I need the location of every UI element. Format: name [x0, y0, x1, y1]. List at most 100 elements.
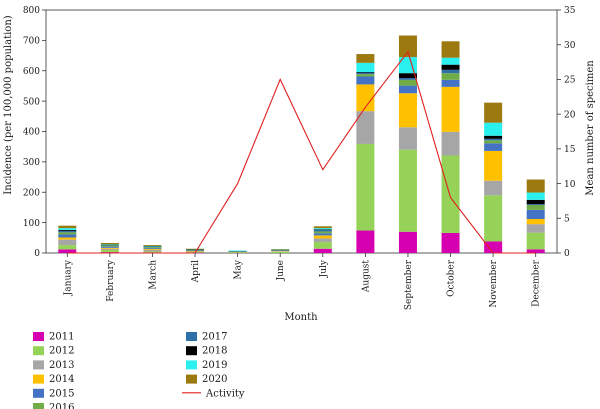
bar-2016-april	[186, 249, 205, 251]
bar-2016-january	[58, 232, 77, 235]
bar-2013-february	[100, 248, 119, 250]
bar-2020-march	[143, 245, 162, 247]
bar-2015-april	[186, 250, 205, 251]
bar-2018-august	[356, 71, 375, 73]
left-tick-label: 600	[23, 67, 40, 77]
bar-2014-june	[271, 250, 290, 252]
legend-label-2011: 2011	[49, 332, 74, 343]
bar-2013-october	[441, 131, 460, 156]
bar-2013-december	[526, 224, 545, 233]
bar-2014-july	[313, 235, 332, 239]
bar-2017-february	[100, 244, 119, 246]
x-tick-label-august: August	[361, 260, 371, 293]
left-tick-label: 800	[23, 6, 40, 16]
bar-2011-november	[484, 241, 503, 253]
x-axis: January February March April May June July Augu…	[63, 253, 542, 310]
bar-2014-may	[228, 251, 247, 253]
bar-2014-september	[398, 93, 417, 128]
bar-2012-june	[271, 251, 290, 253]
bar-2015-may	[228, 251, 247, 253]
bar-2013-january	[58, 239, 77, 246]
left-tick-label: 300	[23, 158, 40, 168]
bar-2012-may	[228, 252, 247, 253]
bar-2013-april	[186, 251, 205, 253]
bar-2020-august	[356, 54, 375, 63]
bar-2011-october	[441, 232, 460, 253]
bar-2011-december	[526, 249, 545, 253]
bar-2019-august	[356, 62, 375, 72]
bar-2016-october	[441, 73, 460, 80]
right-axis: 0 5 10 15 20 25 30 35	[557, 6, 576, 259]
right-tick-label: 30	[564, 41, 576, 51]
bar-2019-july	[313, 228, 332, 230]
bar-2012-august	[356, 143, 375, 231]
bar-2013-september	[398, 127, 417, 150]
bar-2014-january	[58, 237, 77, 240]
bar-2020-june	[271, 249, 290, 250]
bar-2012-january	[58, 245, 77, 250]
left-tick-label: 0	[34, 249, 40, 259]
bar-2016-march	[143, 247, 162, 249]
bar-2019-october	[441, 57, 460, 65]
bar-2019-january	[58, 228, 77, 230]
legend-label-2012: 2012	[49, 346, 74, 357]
bar-2012-october	[441, 155, 460, 233]
right-tick-label: 0	[564, 249, 570, 259]
bar-2020-october	[441, 41, 460, 58]
bar-2013-november	[484, 180, 503, 196]
bar-2019-april	[186, 249, 205, 250]
left-tick-label: 700	[23, 37, 40, 47]
right-tick-label: 20	[564, 110, 576, 120]
left-axis-title: Incidence (per 100,000 population)	[3, 15, 14, 194]
bar-2012-july	[313, 242, 332, 249]
bar-2014-april	[186, 250, 205, 252]
bar-2017-december	[526, 204, 545, 206]
bar-2012-november	[484, 195, 503, 242]
legend-label-activity: Activity	[205, 388, 245, 399]
bars	[58, 35, 545, 254]
activity-line	[67, 50, 536, 254]
plot-frame	[45, 9, 558, 254]
legend-label-2013: 2013	[49, 360, 74, 371]
bar-2014-october	[441, 86, 460, 132]
bar-2018-march	[143, 246, 162, 247]
bar-2016-february	[100, 245, 119, 247]
bar-2020-september	[398, 35, 417, 58]
right-tick-label: 10	[564, 180, 576, 190]
bar-2015-september	[398, 85, 417, 94]
x-tick-label-february: February	[106, 259, 116, 302]
right-tick-label: 5	[564, 214, 570, 224]
bar-2020-january	[58, 225, 77, 229]
bar-2017-july	[313, 229, 332, 232]
legend-swatch-2015	[33, 388, 44, 398]
bar-2018-july	[313, 229, 332, 230]
bar-2020-december	[526, 179, 545, 193]
bar-2015-december	[526, 209, 545, 219]
bar-2016-december	[526, 205, 545, 210]
legend-swatch-2020	[186, 374, 197, 384]
bar-2014-march	[143, 249, 162, 250]
legend-label-2019: 2019	[202, 360, 227, 371]
legend: 2011 2012 2013 2014 2015 2016 2017 2018 2019 2020…	[33, 332, 245, 409]
x-tick-label-september: September	[404, 259, 414, 310]
bar-2019-september	[398, 57, 417, 74]
bar-2018-october	[441, 64, 460, 70]
bar-2011-july	[313, 248, 332, 253]
x-tick-label-january: January	[63, 259, 73, 296]
bar-2015-march	[143, 248, 162, 250]
bar-2019-december	[526, 192, 545, 200]
bar-2019-march	[143, 246, 162, 247]
bar-2012-march	[143, 251, 162, 253]
legend-label-2018: 2018	[202, 346, 227, 357]
bar-2017-august	[356, 72, 375, 75]
left-tick-label: 100	[23, 219, 40, 229]
legend-swatch-2012	[33, 346, 44, 356]
right-axis-title: Mean number of specimen	[585, 60, 596, 196]
bar-2019-november	[484, 122, 503, 136]
x-tick-label-october: October	[447, 259, 457, 297]
bar-2018-april	[186, 249, 205, 250]
left-tick-label: 500	[23, 97, 40, 107]
bar-2017-may	[228, 250, 247, 252]
activity-polyline	[67, 50, 536, 254]
